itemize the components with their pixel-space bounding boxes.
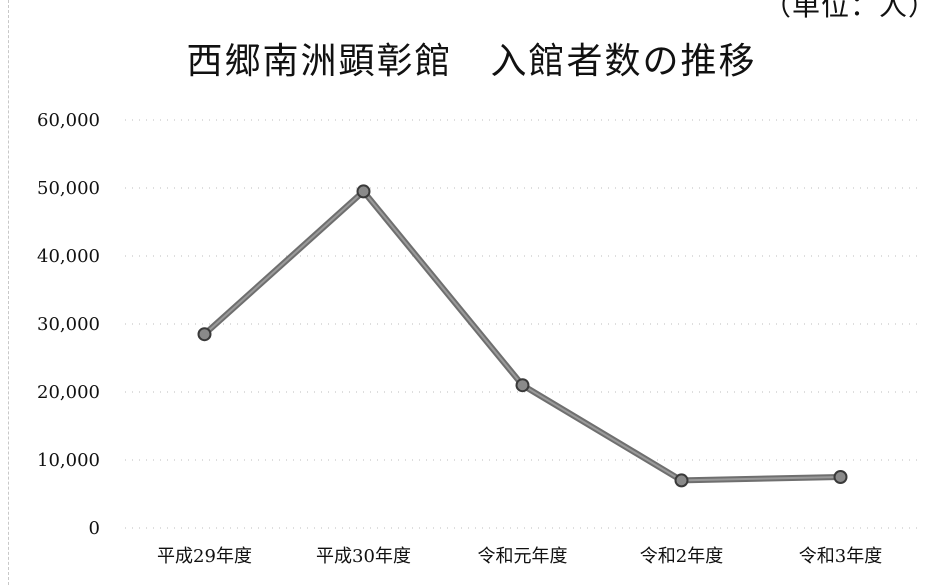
y-axis-ticks: 0 10,000 20,000 30,000 40,000 50,000 60,000 (37, 110, 100, 539)
x-tick-label: 令和2年度 (640, 546, 723, 567)
scan-edge (8, 0, 9, 585)
x-tick-label: 令和3年度 (799, 546, 882, 567)
series-layer (197, 184, 848, 488)
y-tick-label: 20,000 (37, 382, 100, 403)
series-line-highlight (203, 190, 842, 482)
x-tick-label: 平成29年度 (157, 546, 252, 567)
series-line (201, 188, 844, 484)
data-point-marker (197, 327, 212, 342)
y-tick-label: 10,000 (37, 450, 100, 471)
y-tick-label: 50,000 (37, 178, 100, 199)
y-tick-label: 60,000 (37, 110, 100, 131)
chart-title: 西郷南洲顕彰館 入館者数の推移 (186, 41, 757, 82)
data-point-marker (356, 184, 371, 199)
data-point-marker (674, 473, 689, 488)
y-tick-label: 30,000 (37, 314, 100, 335)
data-point-marker (515, 378, 530, 393)
y-tick-label: 0 (89, 518, 100, 539)
data-point-marker (833, 470, 848, 484)
y-tick-label: 40,000 (37, 246, 100, 267)
x-tick-label: 平成30年度 (316, 546, 411, 567)
gridlines (125, 119, 920, 529)
unit-label: （単位：人） (762, 0, 937, 22)
x-axis-ticks: 平成29年度 平成30年度 令和元年度 令和2年度 令和3年度 (157, 546, 882, 567)
x-tick-label: 令和元年度 (478, 546, 568, 567)
